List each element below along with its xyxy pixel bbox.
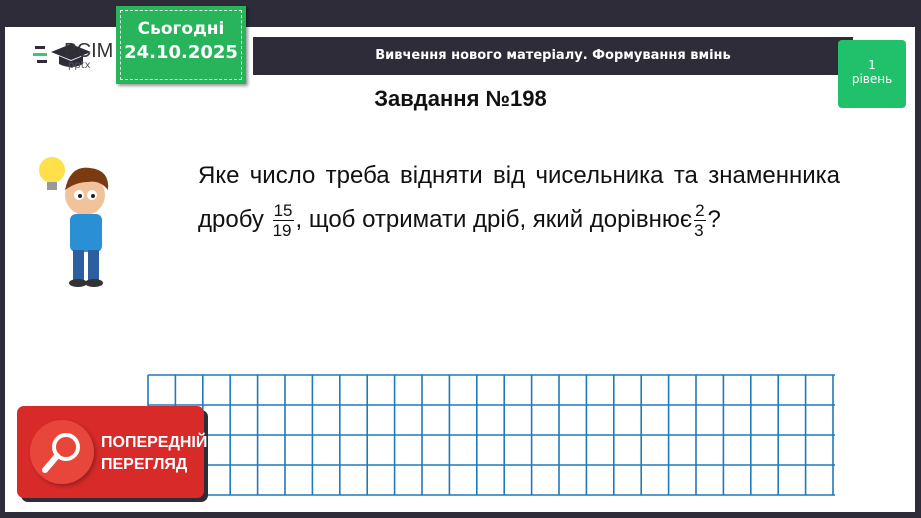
preview-button[interactable]: ПОПЕРЕДНІЙ ПЕРЕГЛЯД [17, 406, 208, 498]
fraction-15-19: 15 19 [272, 201, 294, 241]
task-text-part1: Яке число треба відняти від чисельника т… [198, 162, 840, 233]
preview-line2: ПЕРЕГЛЯД [101, 456, 188, 473]
level-badge: 1 рівень [838, 40, 906, 108]
logo-brand: ВСІМ [64, 40, 114, 62]
fraction2-numerator: 2 [694, 201, 706, 222]
task-text-part2: , щоб отримати дріб, який дорівнює [295, 206, 693, 233]
fraction1-denominator: 19 [272, 221, 292, 241]
date-box: Сьогодні 24.10.2025 [116, 6, 246, 84]
section-banner: Вивчення нового матеріалу. Формування вм… [253, 37, 853, 75]
task-text-part3: ? [707, 206, 721, 233]
task-text: Яке число треба відняти від чисельника т… [198, 154, 840, 242]
date-label: Сьогодні [137, 19, 225, 39]
logo-sub: pptx [68, 60, 91, 71]
thinking-boy-icon [39, 157, 109, 287]
date-value: 24.10.2025 [124, 42, 238, 63]
level-label: рівень [851, 72, 893, 86]
fraction1-numerator: 15 [272, 201, 294, 222]
preview-line1: ПОПЕРЕДНІЙ [101, 434, 208, 451]
fraction2-denominator: 3 [694, 221, 704, 241]
level-number: 1 [868, 58, 876, 72]
task-title: Завдання №198 [374, 86, 547, 111]
logo-icon [33, 44, 91, 67]
magnifier-icon [30, 420, 94, 484]
